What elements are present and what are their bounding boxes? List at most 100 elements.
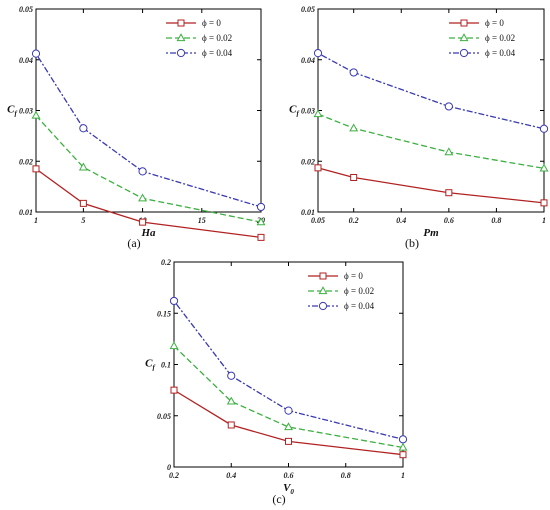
data-point bbox=[169, 341, 179, 350]
series-line bbox=[35, 53, 262, 208]
x-tick-label: 0.05 bbox=[311, 216, 325, 225]
x-tick-label: 0.6 bbox=[284, 471, 294, 480]
x-axis-label: Pm bbox=[423, 227, 439, 239]
data-point bbox=[79, 124, 88, 133]
data-point bbox=[313, 49, 323, 58]
data-point bbox=[314, 164, 322, 172]
y-tick-label: 0.04 bbox=[19, 56, 33, 65]
y-axis-label: Cf bbox=[7, 104, 17, 118]
series-line bbox=[173, 389, 404, 456]
y-tick-label: 0.05 bbox=[157, 412, 171, 421]
y-tick-label: 0.03 bbox=[19, 107, 33, 116]
data-point bbox=[398, 435, 408, 444]
x-tick-label: 0.8 bbox=[491, 216, 501, 225]
series-2 bbox=[313, 49, 549, 133]
data-point bbox=[539, 124, 549, 133]
legend-label: ϕ = 0.04 bbox=[344, 301, 375, 311]
x-tick-label: 0.2 bbox=[349, 216, 359, 225]
y-tick-label: 0.2 bbox=[161, 258, 171, 267]
legend-marker bbox=[459, 33, 469, 42]
data-point bbox=[138, 193, 148, 202]
legend-marker bbox=[177, 19, 185, 27]
legend-label: ϕ = 0.04 bbox=[202, 48, 233, 58]
y-tick-label: 0.01 bbox=[19, 208, 33, 217]
series-1 bbox=[169, 341, 408, 451]
y-tick-label: 0.04 bbox=[301, 56, 315, 65]
data-point bbox=[227, 421, 235, 429]
series-0 bbox=[32, 165, 265, 241]
series-0 bbox=[170, 386, 407, 459]
y-tick-label: 0.02 bbox=[301, 157, 315, 166]
data-point bbox=[32, 165, 40, 173]
data-point bbox=[540, 199, 548, 207]
legend: ϕ = 0 ϕ = 0.02 ϕ = 0.04 bbox=[166, 18, 233, 58]
series-2 bbox=[31, 49, 266, 212]
y-axis-label: Cf bbox=[145, 358, 155, 372]
legend-label: ϕ = 0.04 bbox=[485, 48, 516, 58]
data-point bbox=[313, 109, 323, 118]
legend-label: ϕ = 0 bbox=[202, 18, 221, 28]
chart-panel-2: 0.05 0.2 0.4 0.6 0.8 1 0.01 0.02 0.03 0.04 0.05 Pm C… bbox=[289, 5, 549, 250]
series-1 bbox=[31, 110, 266, 226]
x-tick-label: 5 bbox=[81, 216, 85, 225]
data-point bbox=[350, 173, 358, 181]
legend: ϕ = 0 ϕ = 0.02 ϕ = 0.04 bbox=[449, 18, 516, 58]
x-tick-label: 15 bbox=[198, 216, 206, 225]
y-tick-label: 0.03 bbox=[301, 107, 315, 116]
legend-marker bbox=[176, 48, 186, 58]
legend-label: ϕ = 0.02 bbox=[485, 33, 515, 43]
panel-caption: (c) bbox=[272, 492, 285, 506]
x-tick-label: 1 bbox=[542, 216, 546, 225]
data-point bbox=[79, 199, 87, 207]
x-axis-label: Ha bbox=[140, 227, 156, 239]
x-axis-label: V0 bbox=[283, 482, 294, 496]
series-line bbox=[173, 300, 404, 440]
data-point bbox=[349, 123, 359, 132]
series-2 bbox=[169, 296, 408, 444]
legend-label: ϕ = 0.02 bbox=[344, 286, 374, 296]
data-point bbox=[398, 442, 408, 451]
legend-marker bbox=[319, 272, 327, 280]
data-point bbox=[444, 147, 454, 156]
x-tick-label: 0.8 bbox=[341, 471, 351, 480]
data-point bbox=[349, 68, 358, 77]
data-point bbox=[226, 396, 236, 405]
x-tick-label: 0.4 bbox=[396, 216, 406, 225]
panel-caption: (a) bbox=[127, 236, 140, 250]
y-tick-label: 0.05 bbox=[301, 5, 315, 14]
series-line bbox=[35, 115, 262, 223]
data-point bbox=[284, 406, 293, 415]
series-1 bbox=[313, 109, 549, 172]
data-point bbox=[257, 233, 265, 241]
series-line bbox=[35, 168, 262, 239]
data-point bbox=[284, 422, 293, 431]
series-line bbox=[317, 167, 545, 204]
legend-marker bbox=[318, 286, 328, 295]
series-line bbox=[173, 345, 404, 449]
y-axis-label: Cf bbox=[289, 104, 299, 118]
x-tick-label: 0.2 bbox=[169, 471, 179, 480]
panel-caption: (b) bbox=[405, 236, 419, 250]
data-point bbox=[256, 202, 266, 212]
data-point bbox=[399, 451, 407, 459]
y-tick-label: 0.05 bbox=[19, 5, 33, 14]
legend-marker bbox=[176, 33, 186, 42]
y-tick-label: 0.01 bbox=[301, 208, 315, 217]
y-tick-label: 0.02 bbox=[19, 157, 33, 166]
data-point bbox=[169, 296, 179, 306]
data-point bbox=[444, 102, 453, 111]
series-line bbox=[317, 52, 545, 130]
data-point bbox=[31, 49, 41, 58]
data-point bbox=[256, 217, 266, 226]
data-point bbox=[539, 163, 549, 172]
legend-marker bbox=[318, 301, 328, 311]
y-tick-label: 0.1 bbox=[161, 361, 171, 370]
x-tick-label: 1 bbox=[401, 471, 405, 480]
legend: ϕ = 0 ϕ = 0.02 ϕ = 0.04 bbox=[308, 271, 375, 311]
x-tick-label: 0.4 bbox=[226, 471, 236, 480]
legend-label: ϕ = 0 bbox=[344, 271, 363, 281]
legend-label: ϕ = 0 bbox=[485, 18, 504, 28]
data-point bbox=[78, 162, 88, 171]
